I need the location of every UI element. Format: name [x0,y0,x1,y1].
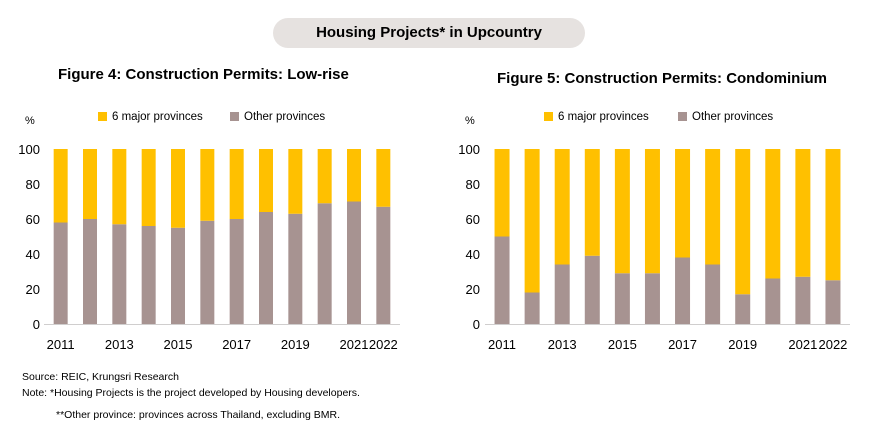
bar-other-2019 [288,213,303,324]
bar-major-2018 [259,149,273,212]
bar-other-2012 [524,292,540,324]
bar-major-2014 [584,149,600,256]
x-tick-label: 2017 [668,337,697,352]
bar-other-2012 [83,219,97,324]
y-axis-unit-label: % [465,115,475,127]
x-tick-label: 2022 [818,337,847,352]
bar-major-2021 [795,149,811,277]
x-tick-label: 2021 [788,337,817,352]
x-tick-label: 2019 [281,337,310,352]
bar-other-2015 [614,273,630,324]
bar-other-2018 [259,212,273,324]
y-axis-unit-label: % [25,115,35,127]
bar-other-2019 [735,294,751,324]
legend-swatch-other [230,112,239,121]
legend-swatch-major [98,112,107,121]
x-tick-label: 2022 [369,337,398,352]
x-tick-label: 2015 [608,337,637,352]
other-province-note: **Other province: provinces across Thail… [56,409,341,421]
figure-5-title: Figure 5: Construction Permits: Condomin… [497,70,828,87]
bar-other-2011 [53,222,68,324]
legend-label-other: Other provinces [692,111,773,123]
banner-title: Housing Projects* in Upcountry [273,18,585,48]
bar-major-2020 [765,149,781,279]
bar-major-2012 [524,149,540,293]
bar-major-2013 [112,149,127,225]
housing-note: Note: *Housing Projects is the project d… [22,387,360,399]
bar-major-2022 [825,149,841,281]
legend-swatch-major [544,112,553,121]
legend-label-major: 6 major provinces [112,111,203,123]
bar-other-2011 [494,236,510,324]
bar-major-2022 [376,149,391,207]
bar-major-2017 [675,149,691,258]
bar-other-2017 [229,219,244,324]
bar-other-2013 [554,264,570,324]
y-tick-label: 100 [18,142,40,157]
x-tick-label: 2013 [548,337,577,352]
y-tick-label: 80 [466,177,480,192]
bar-other-2021 [347,201,361,324]
bar-major-2019 [288,149,303,214]
bar-major-2016 [200,149,215,221]
bar-other-2016 [644,273,660,324]
bar-other-2016 [200,220,215,324]
bar-other-2015 [171,227,185,324]
low-rise-permits-chart: % 6 major provinces Other provinces 0 20 40 60… [18,111,400,352]
bar-major-2012 [83,149,97,219]
bar-other-2021 [795,276,811,324]
bar-major-2013 [554,149,570,265]
bar-other-2020 [317,203,332,324]
bar-major-2015 [614,149,630,274]
bar-major-2014 [141,149,156,226]
y-tick-label: 40 [466,247,480,262]
x-tick-label: 2013 [105,337,134,352]
bar-other-2014 [141,226,156,324]
bar-major-2011 [494,149,510,237]
x-tick-label: 2015 [164,337,193,352]
y-tick-label: 60 [466,212,480,227]
source-note: Source: REIC, Krungsri Research [22,371,179,383]
y-tick-label: 100 [458,142,480,157]
bar-other-2020 [765,278,781,324]
bar-other-2022 [376,206,391,324]
x-tick-label: 2017 [222,337,251,352]
bar-other-2018 [705,264,721,324]
y-tick-label: 80 [26,177,40,192]
legend-label-other: Other provinces [244,111,325,123]
y-tick-label: 20 [26,282,40,297]
y-tick-label: 60 [26,212,40,227]
bar-major-2019 [735,149,751,295]
bar-other-2022 [825,280,841,324]
bar-other-2013 [112,224,127,324]
condominium-permits-chart: % 6 major provinces Other provinces 0 20 40 60… [458,111,850,352]
x-tick-label: 2019 [728,337,757,352]
y-tick-label: 0 [473,317,480,332]
bar-major-2020 [317,149,332,204]
bar-major-2015 [171,149,185,228]
x-tick-label: 2021 [340,337,369,352]
bar-other-2017 [675,257,691,324]
x-tick-label: 2011 [47,337,75,352]
bar-major-2016 [644,149,660,274]
bar-major-2017 [229,149,244,219]
bar-major-2018 [705,149,721,265]
y-tick-label: 0 [33,317,40,332]
y-tick-label: 20 [466,282,480,297]
footnotes: Source: REIC, Krungsri Research Note: *H… [22,369,360,423]
legend-label-major: 6 major provinces [558,111,649,123]
figure-4-title: Figure 4: Construction Permits: Low-rise [58,66,349,83]
legend-swatch-other [678,112,687,121]
bar-other-2014 [584,255,600,324]
x-tick-label: 2011 [488,337,516,352]
bar-major-2011 [53,149,68,223]
y-tick-label: 40 [26,247,40,262]
bar-major-2021 [347,149,361,202]
